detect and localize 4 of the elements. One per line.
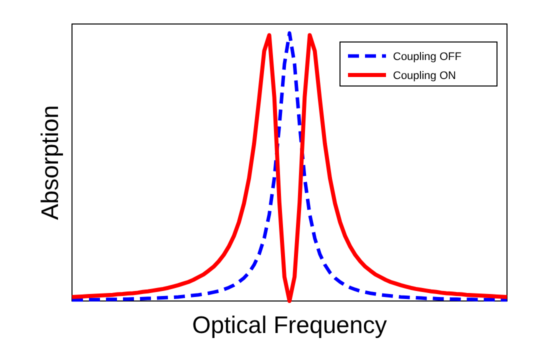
x-axis-title: Optical Frequency [192, 312, 387, 339]
y-axis-title: Absorption [37, 105, 64, 220]
legend-label: Coupling OFF [393, 51, 462, 63]
legend-label: Coupling ON [393, 70, 456, 82]
